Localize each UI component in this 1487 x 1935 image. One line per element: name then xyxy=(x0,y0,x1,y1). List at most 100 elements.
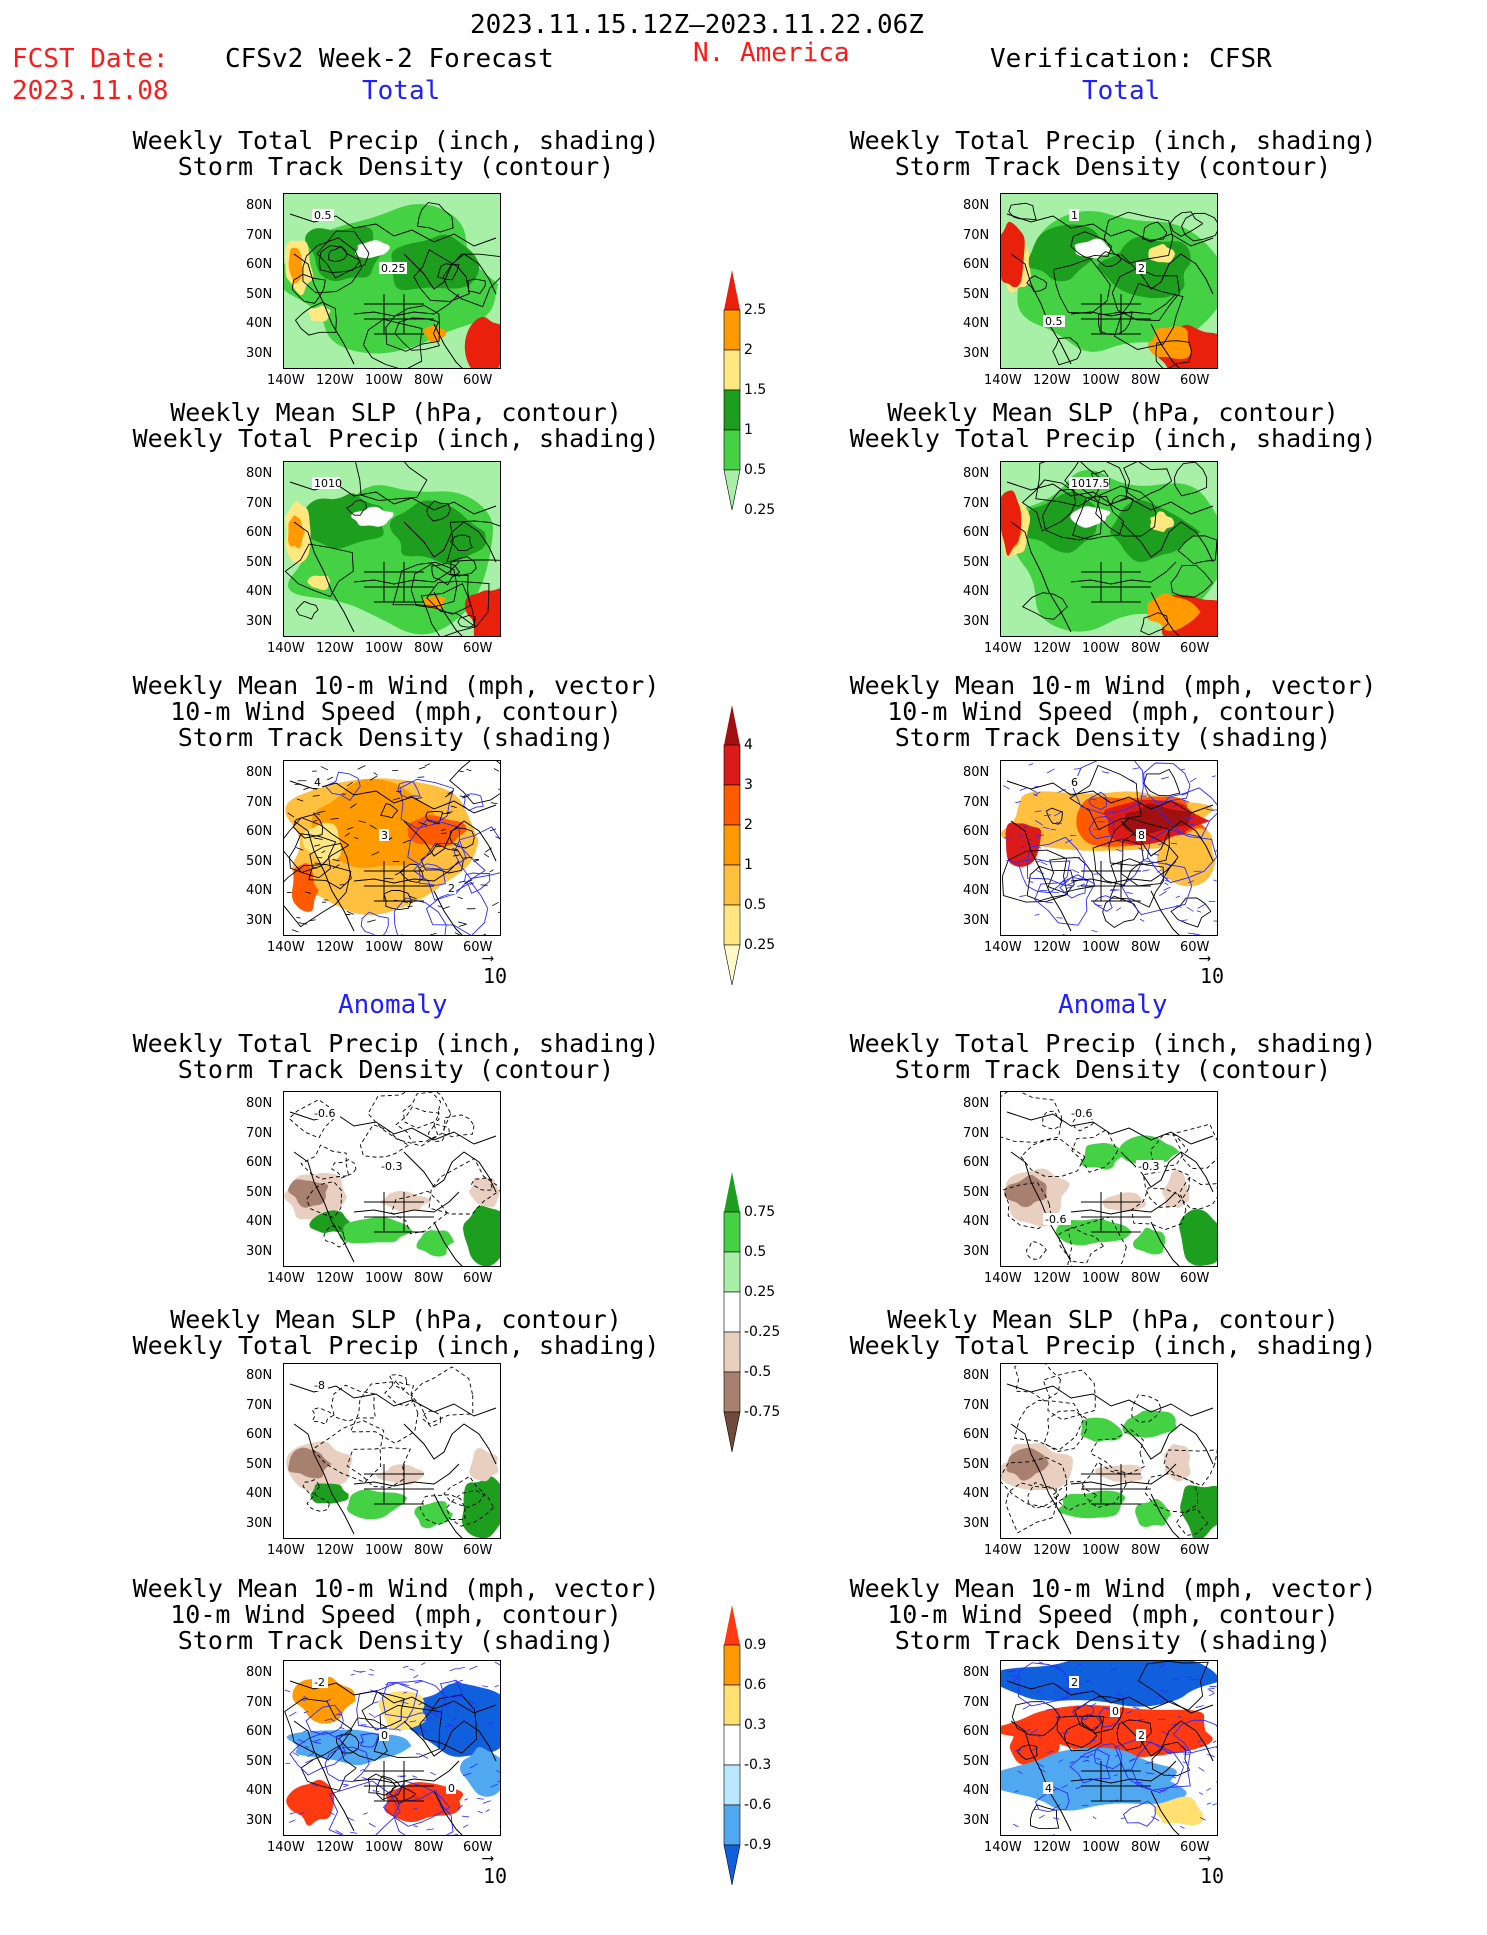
vector-arrow: ⟶ xyxy=(1200,952,1224,964)
cfsr-slp-precip-map-svg: 1017.5 xyxy=(1001,462,1218,637)
lat-tick-label: 80N xyxy=(963,1096,989,1111)
cfsr-anom-precip-title-line: Weekly Total Precip (inch, shading) xyxy=(803,1031,1423,1056)
colorbar-label: 0.5 xyxy=(744,897,766,913)
colorbar-top-triangle xyxy=(724,1605,740,1645)
fcst-slp-precip-map: 1010 xyxy=(283,461,501,637)
cfsr-anom-precip-title-line: Storm Track Density (contour) xyxy=(803,1057,1423,1082)
colorbar-segment xyxy=(724,390,740,430)
fcst-wind-track-title-line: Weekly Mean 10-m Wind (mph, vector) xyxy=(86,673,706,698)
colorbar-label: 1 xyxy=(744,857,753,873)
cfsr-wind-track-title-line: Storm Track Density (shading) xyxy=(803,725,1423,750)
lat-tick-label: 40N xyxy=(963,1783,989,1798)
lat-tick-label: 60N xyxy=(963,257,989,272)
colorbar-label: 3 xyxy=(744,777,753,793)
contour-label: 1017.5 xyxy=(1071,477,1110,490)
wind-vector xyxy=(395,935,403,936)
lon-tick-label: 100W xyxy=(365,1271,403,1286)
contour-label: 2 xyxy=(1071,1676,1078,1689)
wind-vector xyxy=(1094,829,1101,830)
fcst-anom-precip-map-svg: -0.6-0.3 xyxy=(284,1092,501,1267)
colorbar-top-triangle xyxy=(724,1172,740,1212)
colorbar-segment xyxy=(724,1685,740,1725)
cfsr-anom-slp-map-svg xyxy=(1001,1364,1218,1539)
colorbar-top-triangle xyxy=(724,270,740,310)
lat-tick-label: 80N xyxy=(963,466,989,481)
lat-tick-label: 30N xyxy=(963,1516,989,1531)
lat-tick-label: 60N xyxy=(963,525,989,540)
fcst-precip-track-title-line: Weekly Total Precip (inch, shading) xyxy=(86,128,706,153)
lat-tick-label: 70N xyxy=(246,1695,272,1710)
fcst-slp-precip-map-svg: 1010 xyxy=(284,462,501,637)
lon-tick-label: 100W xyxy=(365,641,403,656)
contour-label: 0.5 xyxy=(314,209,332,222)
colorbar-segment xyxy=(724,865,740,905)
lon-tick-label: 80W xyxy=(1131,641,1160,656)
lat-tick-label: 80N xyxy=(963,765,989,780)
lat-tick-label: 30N xyxy=(963,1244,989,1259)
lon-tick-label: 80W xyxy=(414,1840,443,1855)
lat-tick-label: 30N xyxy=(246,1813,272,1828)
cfsr-anom-slp-title-line: Weekly Total Precip (inch, shading) xyxy=(803,1333,1423,1358)
wind-vector xyxy=(417,777,424,778)
wind-vector xyxy=(1056,918,1062,919)
colorbar-label: 4 xyxy=(744,737,753,753)
fcst-anom-precip-map: -0.6-0.3 xyxy=(283,1091,501,1267)
lon-tick-label: 120W xyxy=(316,940,354,955)
lat-tick-label: 80N xyxy=(246,765,272,780)
cfsr-slp-precip-title-line: Weekly Total Precip (inch, shading) xyxy=(803,426,1423,451)
fcst-wind-track-title-line: 10-m Wind Speed (mph, contour) xyxy=(86,699,706,724)
lat-tick-label: 60N xyxy=(246,257,272,272)
contour-label: 8 xyxy=(1138,829,1145,842)
lat-tick-label: 60N xyxy=(963,1724,989,1739)
fcst-slp-precip-title-line: Weekly Total Precip (inch, shading) xyxy=(86,426,706,451)
lon-tick-label: 120W xyxy=(316,373,354,388)
lat-tick-label: 70N xyxy=(963,1398,989,1413)
lat-tick-label: 70N xyxy=(246,1126,272,1141)
fcst-anom-precip-title-line: Weekly Total Precip (inch, shading) xyxy=(86,1031,706,1056)
lat-tick-label: 50N xyxy=(963,1185,989,1200)
lon-tick-label: 120W xyxy=(316,1543,354,1558)
lon-tick-label: 100W xyxy=(365,1543,403,1558)
region-title: N. America xyxy=(693,40,850,66)
cfsr-anom-precip-map: -0.6-0.3-0.6 xyxy=(1000,1091,1218,1267)
contour-label: 1010 xyxy=(314,477,342,490)
lat-tick-label: 60N xyxy=(963,1155,989,1170)
colorbar-label: 1.5 xyxy=(744,382,766,398)
colorbar-label: -0.9 xyxy=(744,1837,771,1853)
lon-tick-label: 120W xyxy=(316,1271,354,1286)
lat-tick-label: 40N xyxy=(246,316,272,331)
lon-tick-label: 60W xyxy=(1180,373,1209,388)
lon-tick-label: 80W xyxy=(414,373,443,388)
contour-label: 0.25 xyxy=(381,262,406,275)
lon-tick-label: 80W xyxy=(414,641,443,656)
colorbar-segment xyxy=(724,1765,740,1805)
colorbar-label: 0.6 xyxy=(744,1677,766,1693)
contour-label: 2 xyxy=(1138,262,1145,275)
cfsr-wind-track-map-svg: 68 xyxy=(1001,761,1218,936)
lon-tick-label: 80W xyxy=(414,1271,443,1286)
contour-label: 4 xyxy=(314,776,321,789)
wind-vector xyxy=(407,906,412,907)
colorbar-bottom-triangle xyxy=(724,945,740,985)
lon-tick-label: 100W xyxy=(1082,940,1120,955)
colorbar-label: 0.25 xyxy=(744,937,775,953)
lon-tick-label: 140W xyxy=(267,1840,305,1855)
contour-label: -0.3 xyxy=(1138,1160,1159,1173)
lon-tick-label: 140W xyxy=(267,1271,305,1286)
lon-tick-label: 140W xyxy=(984,1271,1022,1286)
lat-tick-label: 70N xyxy=(963,1126,989,1141)
colorbar-segment xyxy=(724,785,740,825)
contour-label: -8 xyxy=(314,1379,325,1392)
lat-tick-label: 80N xyxy=(246,1368,272,1383)
lon-tick-label: 80W xyxy=(1131,373,1160,388)
verification-title: Verification: CFSR xyxy=(990,46,1272,72)
fcst-wind-track-title-line: Storm Track Density (shading) xyxy=(86,725,706,750)
lat-tick-label: 70N xyxy=(246,795,272,810)
lat-tick-label: 30N xyxy=(246,1244,272,1259)
fcst-anom-slp-map-svg: -8 xyxy=(284,1364,501,1539)
cfsr-precip-track-title-line: Weekly Total Precip (inch, shading) xyxy=(803,128,1423,153)
lat-tick-label: 30N xyxy=(963,1813,989,1828)
colorbar-label: 1 xyxy=(744,422,753,438)
contour-label: 3 xyxy=(381,829,388,842)
vector-reference: ⟶10 xyxy=(1200,1852,1224,1888)
